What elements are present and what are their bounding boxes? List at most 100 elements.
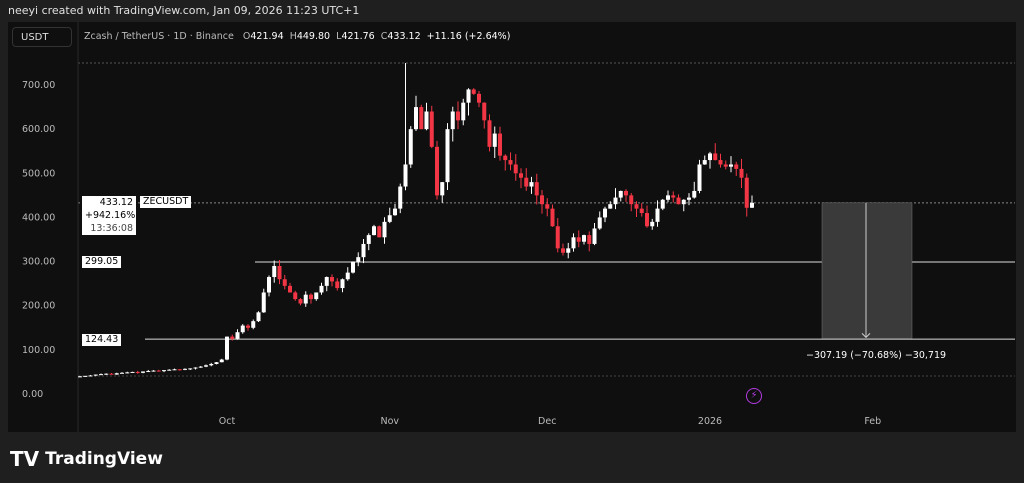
last-price-label: 433.12 +942.16% 13:36:08 — [82, 196, 136, 235]
candle-up — [83, 375, 88, 377]
x-tick-label: Oct — [219, 416, 236, 427]
candle-down — [739, 168, 744, 178]
candle-down — [713, 153, 718, 161]
credit-line: neeyi created with TradingView.com, Jan … — [8, 4, 360, 17]
candle-up — [120, 372, 124, 374]
candle-down — [624, 190, 628, 196]
candle-up — [445, 129, 450, 183]
candle-up — [93, 374, 98, 376]
candle-up — [708, 153, 712, 161]
candle-up — [172, 369, 177, 371]
candle-down — [545, 204, 550, 209]
candle-down — [676, 197, 681, 205]
y-tick-label: 200.00 — [22, 301, 55, 312]
candle-up — [319, 285, 324, 293]
candle-up — [209, 363, 214, 366]
candle-down — [561, 248, 565, 253]
bar-countdown: 13:36:08 — [90, 223, 133, 234]
candle-down — [498, 133, 502, 156]
candle-up — [372, 226, 376, 236]
candle-up — [188, 368, 193, 370]
candle-down — [513, 164, 518, 174]
candle-down — [335, 281, 340, 289]
candle-down — [587, 235, 592, 244]
candle-up — [366, 235, 371, 244]
x-tick-label: Nov — [380, 416, 399, 427]
candle-down — [534, 182, 539, 196]
candle-up — [403, 164, 408, 187]
measure-arrowhead — [861, 333, 871, 339]
candle-up — [162, 370, 166, 372]
ticker-label: ZECUSDT — [140, 196, 192, 208]
candle-up — [251, 321, 256, 328]
candle-up — [167, 369, 172, 371]
level-label-299: 299.05 — [82, 256, 122, 268]
candle-up — [387, 215, 392, 222]
candle-up — [256, 312, 261, 322]
y-tick-label: 0.00 — [22, 389, 43, 400]
y-tick-label: 700.00 — [22, 80, 55, 91]
lightning-event-icon[interactable]: ⚡ — [746, 388, 762, 404]
candle-up — [125, 372, 130, 374]
candle-up — [361, 243, 366, 258]
candle-up — [414, 107, 418, 130]
candle-up — [660, 199, 665, 209]
candle-up — [261, 292, 266, 313]
candle-down — [246, 325, 250, 328]
candle-down — [156, 370, 161, 372]
measure-box — [821, 202, 913, 339]
candle-down — [288, 285, 292, 293]
candle-up — [183, 368, 187, 370]
candle-up — [204, 365, 208, 367]
candle-up — [592, 228, 597, 244]
candle-up — [114, 373, 119, 375]
candle-up — [650, 221, 655, 227]
candle-up — [692, 190, 697, 198]
candle-up — [104, 373, 109, 375]
candle-up — [681, 199, 686, 205]
candle-up — [193, 367, 198, 369]
candle-up — [151, 370, 156, 372]
candle-up — [450, 111, 455, 130]
candle-up — [461, 102, 466, 121]
high-value: 449.80 — [296, 31, 331, 42]
candle-up — [466, 89, 471, 103]
candle-down — [645, 213, 649, 227]
currency-button[interactable]: USDT — [12, 27, 72, 47]
last-price: 433.12 — [99, 197, 133, 208]
candle-up — [345, 272, 350, 280]
candle-down — [377, 226, 382, 238]
l-label: L — [336, 31, 342, 42]
candle-up — [666, 195, 670, 200]
candle-down — [524, 177, 529, 187]
candle-up — [597, 217, 602, 229]
tv-logo-icon: 𝗧𝗩 — [10, 447, 40, 471]
open-value: 421.94 — [250, 31, 284, 42]
candle-down — [177, 369, 182, 371]
candle-up — [566, 248, 571, 253]
candle-down — [309, 294, 313, 300]
candle-down — [487, 120, 492, 147]
percent-change: +942.16% — [85, 210, 136, 221]
candle-up — [88, 375, 93, 377]
candle-down — [282, 279, 287, 286]
candle-down — [230, 336, 235, 339]
y-tick-label: 400.00 — [22, 212, 55, 223]
candle-down — [576, 237, 581, 242]
candle-up — [571, 237, 576, 249]
candle-up — [267, 277, 271, 293]
candle-up — [351, 261, 355, 273]
candle-up — [340, 279, 345, 289]
candle-up — [130, 371, 135, 373]
candle-down — [298, 299, 303, 304]
candle-down — [718, 160, 723, 165]
candle-down — [135, 371, 140, 373]
candle-up — [214, 362, 219, 364]
candle-down — [639, 208, 644, 214]
candle-up — [393, 208, 397, 216]
candle-down — [277, 265, 282, 280]
candle-up — [314, 292, 319, 300]
candle-down — [634, 204, 639, 209]
candle-down — [550, 208, 555, 227]
